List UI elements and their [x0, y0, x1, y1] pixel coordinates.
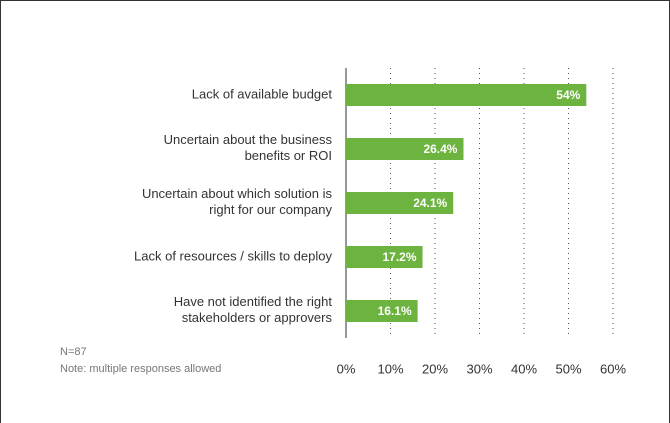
responses-note: Note: multiple responses allowed [60, 363, 221, 375]
category-label: Uncertain about which solution is right f… [142, 186, 333, 217]
x-tick-label: 0% [337, 361, 356, 376]
category-label: Have not identified the right stakeholder… [174, 294, 333, 325]
category-label: Uncertain about the business benefits or … [164, 132, 333, 163]
value-label: 54% [556, 88, 580, 102]
value-label: 24.1% [413, 196, 447, 210]
bar [346, 300, 418, 322]
bar [346, 192, 454, 214]
x-tick-label: 20% [422, 361, 448, 376]
value-label: 17.2% [383, 250, 417, 264]
value-label: 26.4% [423, 142, 457, 156]
bar [346, 138, 464, 160]
x-tick-label: 50% [555, 361, 581, 376]
category-label: Lack of resources / skills to deploy [134, 248, 332, 263]
x-tick-label: 40% [511, 361, 537, 376]
category-label: Lack of available budget [192, 86, 333, 101]
value-label: 16.1% [378, 304, 412, 318]
x-tick-label: 30% [466, 361, 492, 376]
x-tick-label: 60% [600, 361, 626, 376]
bar [346, 84, 587, 106]
bar [346, 246, 423, 268]
sample-note: N=87 [60, 346, 87, 358]
x-tick-label: 10% [377, 361, 403, 376]
